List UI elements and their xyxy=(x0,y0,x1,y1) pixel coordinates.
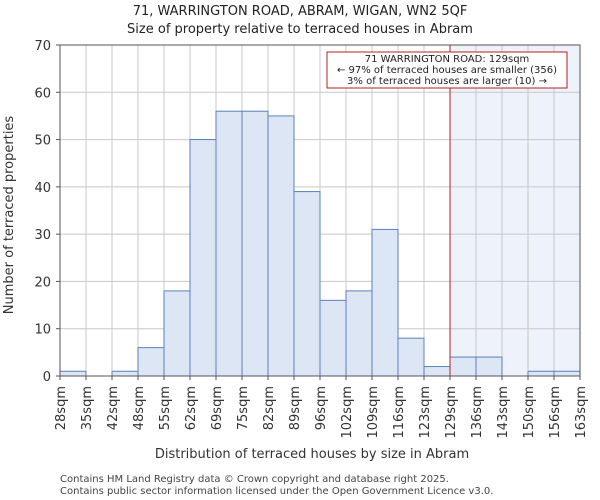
histogram-bar xyxy=(215,110,243,377)
x-tick-label: 48sqm xyxy=(132,386,147,430)
y-tick-label: 20 xyxy=(34,275,51,290)
x-tick-label: 129sqm xyxy=(444,386,459,439)
x-tick-label: 150sqm xyxy=(522,386,537,439)
annotation-line-2: ← 97% of terraced houses are smaller (35… xyxy=(337,65,557,76)
y-tick-label: 30 xyxy=(34,228,51,243)
footer-line-2: Contains public sector information licen… xyxy=(60,486,493,497)
annotation-line-1: 71 WARRINGTON ROAD: 129sqm xyxy=(365,54,530,65)
histogram-bar xyxy=(423,366,451,377)
histogram-bar xyxy=(241,110,269,377)
x-tick-label: 62sqm xyxy=(184,386,199,430)
x-tick-label: 123sqm xyxy=(418,386,433,439)
histogram-bar xyxy=(59,370,87,377)
annotation-box: 71 WARRINGTON ROAD: 129sqm ← 97% of terr… xyxy=(326,51,568,89)
histogram-bar xyxy=(475,356,503,377)
x-tick-label: 55sqm xyxy=(158,386,173,430)
x-tick-label: 116sqm xyxy=(392,386,407,439)
x-tick-label: 163sqm xyxy=(574,386,589,439)
y-tick-label: 0 xyxy=(43,370,51,385)
x-axis-label: Distribution of terraced houses by size … xyxy=(155,447,469,462)
histogram-bar xyxy=(345,290,373,377)
x-tick-label: 69sqm xyxy=(210,386,225,430)
histogram-bar xyxy=(449,356,477,377)
y-tick-label: 40 xyxy=(34,181,51,196)
highlight-region xyxy=(450,45,580,376)
histogram-bar xyxy=(319,299,347,377)
histogram-bar xyxy=(189,139,217,377)
histogram-bar xyxy=(137,347,165,377)
x-tick-label: 109sqm xyxy=(366,386,381,439)
histogram-bar xyxy=(397,337,425,377)
x-tick-label: 156sqm xyxy=(548,386,563,439)
x-tick-label: 28sqm xyxy=(54,386,69,430)
x-tick-label: 143sqm xyxy=(496,386,511,439)
histogram-bar xyxy=(553,370,581,377)
y-axis-label: Number of terraced properties xyxy=(2,116,17,315)
y-tick-label: 10 xyxy=(34,323,51,338)
x-tick-label: 75sqm xyxy=(236,386,251,430)
histogram-bar xyxy=(293,191,321,377)
histogram-bar xyxy=(371,228,399,377)
x-tick-label: 82sqm xyxy=(262,386,277,430)
x-tick-label: 96sqm xyxy=(314,386,329,430)
annotation-line-3: 3% of terraced houses are larger (10) → xyxy=(347,76,547,87)
footer-line-1: Contains HM Land Registry data © Crown c… xyxy=(60,474,449,485)
x-tick-label: 102sqm xyxy=(340,386,355,439)
x-tick-label: 89sqm xyxy=(288,386,303,430)
histogram-bar xyxy=(111,370,139,377)
y-tick-label: 50 xyxy=(34,134,51,149)
histogram-bar xyxy=(527,370,555,377)
chart-title-line-2: Size of property relative to terraced ho… xyxy=(127,22,473,37)
histogram-bar xyxy=(163,290,191,377)
histogram-bar xyxy=(267,115,295,377)
x-tick-label: 136sqm xyxy=(470,386,485,439)
y-tick-label: 70 xyxy=(34,39,51,54)
chart-title-line-1: 71, WARRINGTON ROAD, ABRAM, WIGAN, WN2 5… xyxy=(133,4,468,19)
x-tick-label: 42sqm xyxy=(106,386,121,430)
x-tick-label: 35sqm xyxy=(80,386,95,430)
y-tick-label: 60 xyxy=(34,86,51,101)
